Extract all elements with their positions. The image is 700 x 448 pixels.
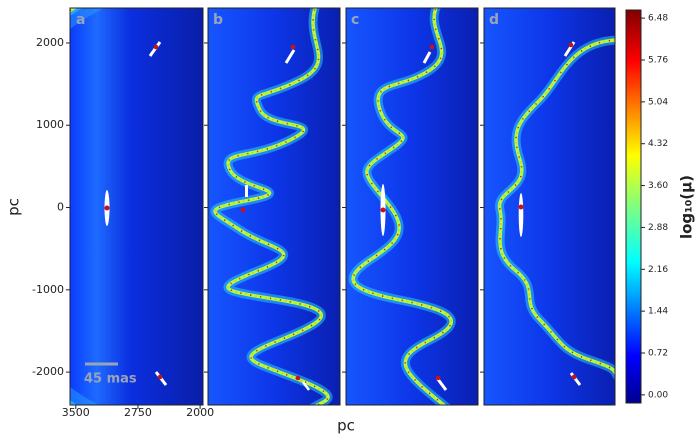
colorbar-label: log₁₀(μ) [678, 175, 696, 239]
critical-curve [214, 8, 329, 405]
colorbar-tick-label: 2.88 [648, 223, 668, 233]
scale-bar-label: 45 mas [84, 372, 137, 387]
colorbar-tick-label: 6.48 [648, 14, 668, 24]
critical-curve [352, 8, 453, 405]
panel-label: a [76, 12, 85, 28]
y-tick-label: -2000 [32, 365, 64, 378]
panel-label: d [489, 12, 499, 28]
panel-d-map [484, 8, 615, 405]
colorbar [625, 9, 642, 404]
panel-label: b [213, 12, 223, 28]
panel-label: c [351, 12, 359, 28]
colorbar-tick-label: 2.16 [648, 265, 668, 275]
panel-b-map [208, 8, 340, 405]
colorbar-tick-label: 3.60 [648, 181, 668, 191]
colorbar-tick-label: 0.72 [648, 349, 668, 359]
x-tick-label: 3500 [62, 406, 90, 419]
colorbar-tick-label: 4.32 [648, 139, 668, 149]
y-tick-label: 2000 [36, 36, 64, 49]
colorbar-tick-label: 0.00 [648, 390, 668, 400]
panel-frames [69, 7, 616, 406]
y-tick-label: 0 [57, 201, 64, 214]
y-tick-label: -1000 [32, 283, 64, 296]
x-tick-label: 2000 [186, 406, 214, 419]
colorbar-tick-label: 5.76 [648, 55, 668, 65]
colorbar-tick-label: 1.44 [648, 307, 668, 317]
x-tick-label: 2750 [124, 406, 152, 419]
panel-a-map [70, 8, 203, 405]
critical-curve [498, 39, 615, 374]
panel-c-map [346, 8, 478, 405]
colorbar-tick-label: 5.04 [648, 97, 668, 107]
y-tick-label: 1000 [36, 118, 64, 131]
y-axis-label: pc [5, 198, 23, 216]
x-axis-label: pc [337, 417, 355, 435]
